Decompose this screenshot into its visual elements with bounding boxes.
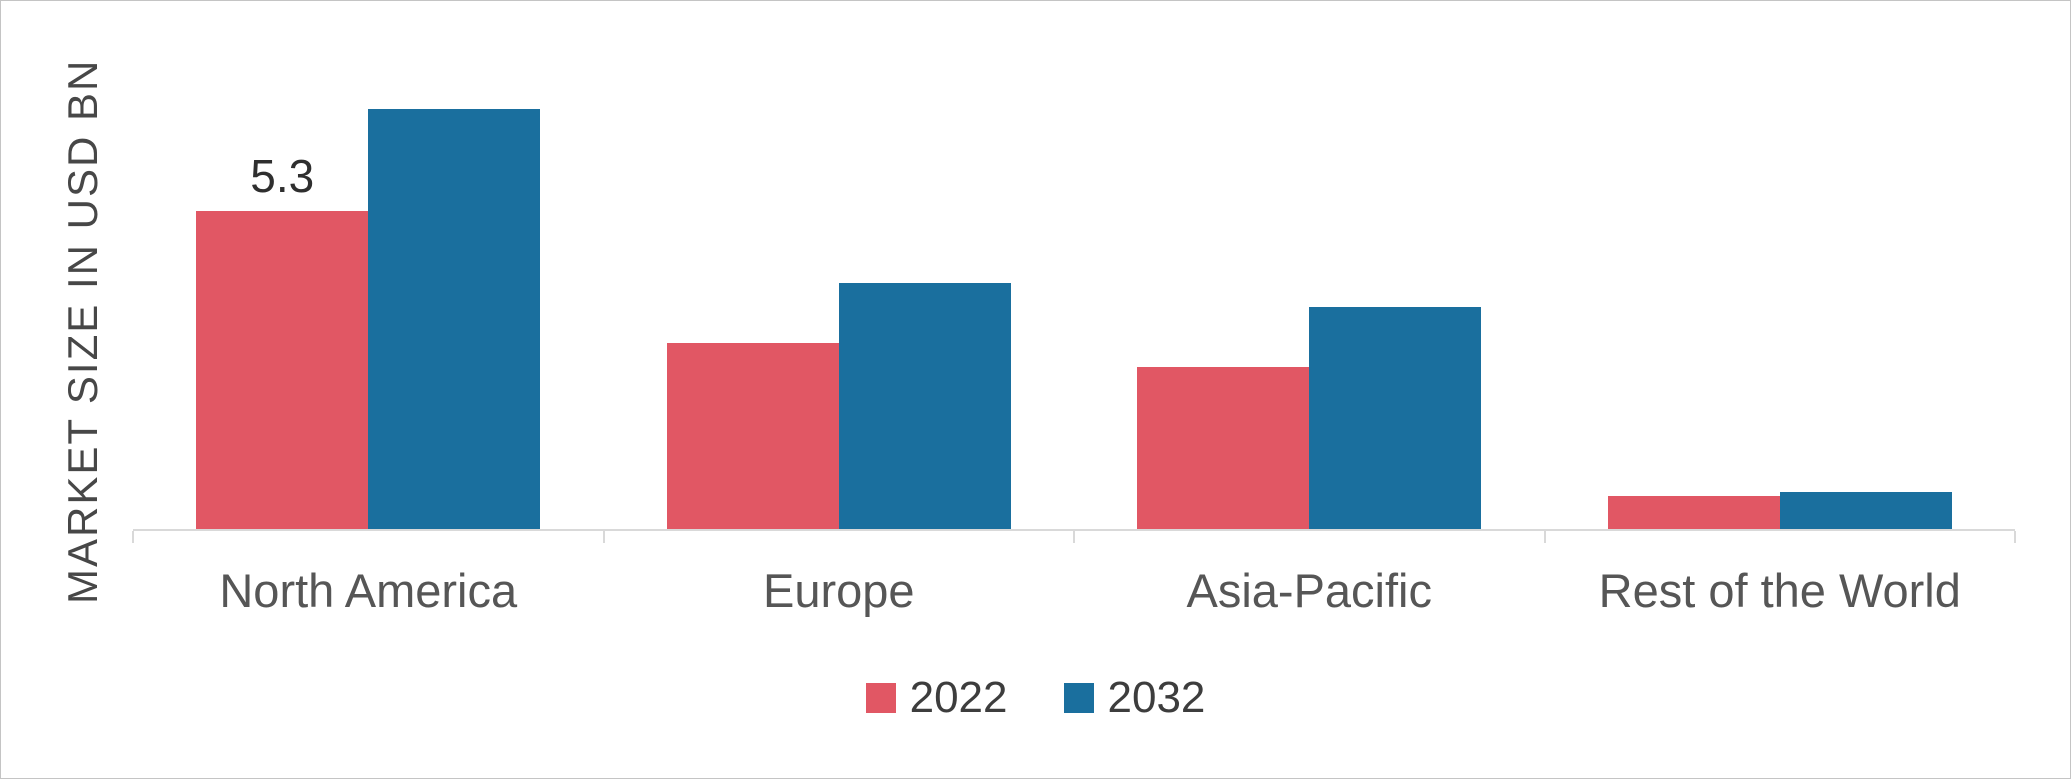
axis-tick: [602, 531, 605, 543]
legend-swatch: [865, 683, 896, 713]
bar-2022: [1137, 367, 1310, 529]
axis-tick: [2014, 531, 2016, 543]
y-axis-title: MARKET SIZE IN USD BN: [59, 58, 106, 604]
legend-label: 2022: [909, 673, 1008, 722]
axis-tick: [132, 531, 134, 543]
category-group: 5.3: [133, 1, 604, 529]
bar-2032: [838, 283, 1011, 529]
plot-area: 5.3: [133, 1, 2015, 529]
legend-item-2022: 2022: [865, 673, 1008, 723]
x-axis-labels: North America Europe Asia-Pacific Rest of t…: [133, 563, 2015, 618]
legend: 2022 2032: [1, 673, 2070, 723]
legend-swatch: [1063, 683, 1094, 713]
x-axis-line: [132, 529, 2016, 543]
legend-item-2032: 2032: [1063, 673, 1206, 723]
axis-tick: [1543, 531, 1546, 543]
category-label: Asia-Pacific: [1186, 564, 1432, 617]
bar-value-label: 5.3: [250, 150, 315, 202]
bar-2032: [368, 109, 541, 529]
bar-2032: [1309, 307, 1482, 529]
legend-label: 2032: [1107, 673, 1206, 722]
axis-tick: [1073, 531, 1075, 543]
bar-2022: [1607, 496, 1780, 529]
category-group: [1074, 1, 1545, 529]
bar-2032: [1779, 492, 1952, 529]
category-label: Europe: [762, 564, 915, 617]
category-label: Rest of the World: [1598, 564, 1961, 617]
bar-2022: 5.3: [196, 150, 369, 529]
category-group: [1545, 1, 2016, 529]
bar-2022: [666, 343, 839, 529]
category-label: North America: [219, 564, 518, 617]
category-group: [604, 1, 1075, 529]
